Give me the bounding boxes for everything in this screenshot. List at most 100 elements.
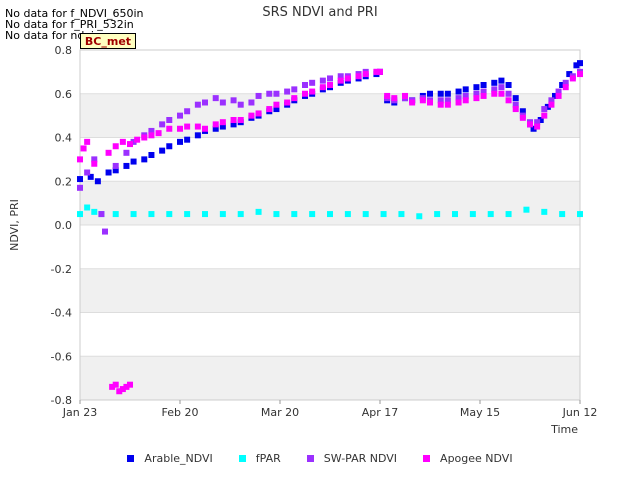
point-sw-par-ndvi xyxy=(498,84,505,91)
point-sw-par-ndvi xyxy=(319,77,326,84)
point-sw-par-ndvi xyxy=(230,97,237,104)
point-apogee-ndvi xyxy=(119,386,126,393)
y-tick-label: 0.2 xyxy=(55,175,73,188)
point-apogee-ndvi xyxy=(319,84,326,91)
point-apogee-ndvi xyxy=(77,156,83,163)
y-tick-label: -0.8 xyxy=(51,394,72,407)
point-apogee-ndvi xyxy=(184,123,191,130)
point-apogee-ndvi xyxy=(569,75,576,82)
point-apogee-ndvi xyxy=(444,101,451,108)
point-sw-par-ndvi xyxy=(219,99,226,106)
point-fpar xyxy=(452,211,458,218)
point-apogee-ndvi xyxy=(91,160,98,167)
point-fpar xyxy=(273,211,280,218)
point-arable-ndvi xyxy=(437,90,444,97)
point-apogee-ndvi xyxy=(123,383,130,390)
grid-band xyxy=(80,356,580,400)
point-apogee-ndvi xyxy=(402,92,408,99)
point-fpar xyxy=(130,211,137,218)
point-apogee-ndvi xyxy=(166,125,173,132)
point-apogee-ndvi xyxy=(337,77,344,84)
point-apogee-ndvi xyxy=(219,119,226,126)
point-arable-ndvi xyxy=(519,108,526,115)
point-apogee-ndvi xyxy=(491,90,498,97)
point-fpar xyxy=(559,211,566,218)
point-apogee-ndvi xyxy=(177,125,183,132)
point-fpar xyxy=(362,211,369,218)
x-axis: Jan 23 Feb 20 Mar 20 Apr 17 May 15 Jun 12 xyxy=(62,400,597,419)
legend: Arable_NDVI fPAR SW-PAR NDVI Apogee NDVI xyxy=(0,452,640,465)
point-arable-ndvi xyxy=(573,62,580,69)
point-apogee-ndvi xyxy=(373,68,380,75)
point-arable-ndvi xyxy=(512,95,519,102)
legend-label: Apogee NDVI xyxy=(440,452,513,465)
point-sw-par-ndvi xyxy=(512,101,519,108)
point-apogee-ndvi xyxy=(344,75,351,82)
point-apogee-ndvi xyxy=(462,97,469,104)
point-apogee-ndvi xyxy=(202,125,208,132)
point-apogee-ndvi xyxy=(148,132,155,139)
point-arable-ndvi xyxy=(77,176,83,183)
point-fpar xyxy=(523,206,530,213)
point-apogee-ndvi xyxy=(266,106,273,113)
point-sw-par-ndvi xyxy=(273,90,280,97)
point-arable-ndvi xyxy=(552,92,558,99)
point-sw-par-ndvi xyxy=(184,108,191,115)
no-data-note-2: No data for f_PRI_532in xyxy=(5,18,134,31)
point-arable-ndvi xyxy=(462,86,469,93)
point-apogee-ndvi xyxy=(112,381,119,388)
point-apogee-ndvi xyxy=(134,136,141,143)
point-apogee-ndvi xyxy=(505,97,512,104)
point-sw-par-ndvi xyxy=(480,88,487,95)
point-sw-par-ndvi xyxy=(112,162,119,169)
point-apogee-ndvi xyxy=(455,99,462,106)
point-fpar xyxy=(541,208,548,215)
point-arable-ndvi xyxy=(577,60,583,67)
point-apogee-ndvi xyxy=(512,106,519,113)
point-fpar xyxy=(255,208,262,215)
legend-swatch xyxy=(238,455,246,462)
point-apogee-ndvi xyxy=(377,68,383,75)
point-sw-par-ndvi xyxy=(130,138,137,145)
point-sw-par-ndvi xyxy=(291,86,298,93)
point-apogee-ndvi xyxy=(498,90,505,97)
point-sw-par-ndvi xyxy=(177,112,183,119)
point-arable-ndvi xyxy=(455,88,462,95)
point-arable-ndvi xyxy=(498,77,505,84)
point-apogee-ndvi xyxy=(327,82,333,88)
point-sw-par-ndvi xyxy=(255,92,262,99)
point-arable-ndvi xyxy=(505,82,512,88)
point-apogee-ndvi xyxy=(562,84,569,91)
grid-band xyxy=(80,268,580,313)
no-data-note-3: No data for ndvi xyxy=(5,29,94,42)
x-tick-label: Apr 17 xyxy=(362,406,399,419)
point-fpar xyxy=(434,211,441,218)
x-tick-label: Feb 20 xyxy=(162,406,199,419)
point-fpar xyxy=(112,211,119,218)
point-arable-ndvi xyxy=(530,125,537,132)
point-sw-par-ndvi xyxy=(202,99,208,106)
point-apogee-ndvi xyxy=(527,121,533,128)
point-arable-ndvi xyxy=(566,71,573,78)
x-tick-label: May 15 xyxy=(460,406,500,419)
point-sw-par-ndvi xyxy=(541,106,548,113)
point-fpar xyxy=(327,211,333,218)
y-axis: 0.8 0.6 0.4 0.2 0.0 -0.2 -0.4 -0.6 -0.8 xyxy=(51,44,72,407)
y-tick-label: 0.6 xyxy=(55,88,73,101)
point-arable-ndvi xyxy=(537,117,544,123)
point-sw-par-ndvi xyxy=(327,75,333,82)
point-sw-par-ndvi xyxy=(77,184,83,191)
point-sw-par-ndvi xyxy=(194,101,201,108)
point-apogee-ndvi xyxy=(194,123,201,130)
point-fpar xyxy=(487,211,494,218)
point-sw-par-ndvi xyxy=(462,92,469,99)
point-apogee-ndvi xyxy=(384,92,391,99)
point-sw-par-ndvi xyxy=(212,95,219,102)
data-points xyxy=(77,60,583,395)
legend-label: fPAR xyxy=(255,452,281,465)
point-apogee-ndvi xyxy=(119,138,126,145)
point-apogee-ndvi xyxy=(230,117,237,123)
point-sw-par-ndvi xyxy=(473,90,480,97)
point-arable-ndvi xyxy=(273,106,280,113)
point-arable-ndvi xyxy=(559,82,566,88)
